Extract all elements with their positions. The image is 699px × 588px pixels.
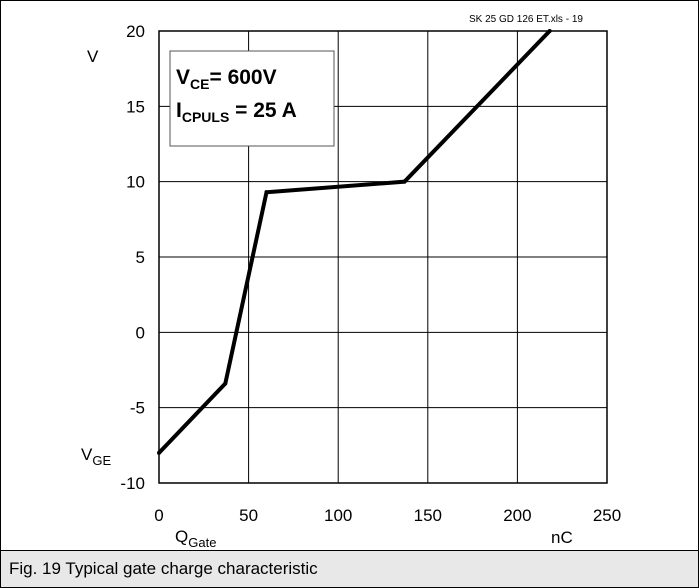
x-axis-title-sub: Gate <box>188 535 216 549</box>
y-tick-label: 20 <box>126 22 145 41</box>
data-point <box>157 450 161 455</box>
y-tick-label: 0 <box>136 323 145 342</box>
y-tick-label: 10 <box>126 173 145 192</box>
legend-vce-sub: CE <box>190 76 209 92</box>
y-tick-label: -10 <box>120 474 145 493</box>
x-tick-label: 50 <box>239 506 258 525</box>
legend-line-icpuls: ICPULS = 25 A <box>176 99 297 125</box>
x-tick-label: 0 <box>154 506 163 525</box>
legend-icpuls-value: = 25 A <box>229 99 297 122</box>
file-label: SK 25 GD 126 ET.xls - 19 <box>469 14 583 25</box>
data-point <box>547 29 552 33</box>
y-tick-label: 15 <box>126 97 145 116</box>
y-axis-title: VGE <box>81 445 111 468</box>
data-point <box>264 190 269 195</box>
y-axis-title-sub: GE <box>92 453 111 468</box>
y-axis-unit: V <box>87 47 99 66</box>
x-tick-label: 250 <box>593 506 621 525</box>
x-tick-label: 150 <box>414 506 442 525</box>
legend-icpuls-main: I <box>176 99 182 122</box>
figure-caption: Fig. 19 Typical gate charge characterist… <box>1 550 698 587</box>
x-tick-label: 200 <box>503 506 531 525</box>
x-tick-label: 100 <box>324 506 352 525</box>
y-tick-label: 5 <box>136 248 145 267</box>
data-point <box>402 179 407 184</box>
plot-area-border <box>158 30 608 484</box>
y-axis-title-main: V <box>81 445 93 464</box>
data-points <box>157 29 552 455</box>
legend-vce-value: = 600V <box>209 66 276 89</box>
legend-box <box>169 50 335 147</box>
x-axis-title-main: Q <box>175 527 188 546</box>
data-point <box>223 381 228 386</box>
legend-vce-main: V <box>176 66 190 89</box>
x-axis-unit: nC <box>551 528 573 547</box>
legend-icpuls-sub: CPULS <box>182 109 229 125</box>
legend-line-vce: VCE= 600V <box>176 66 277 92</box>
y-tick-label: -5 <box>130 399 145 418</box>
x-axis-title: QGate <box>175 527 216 549</box>
